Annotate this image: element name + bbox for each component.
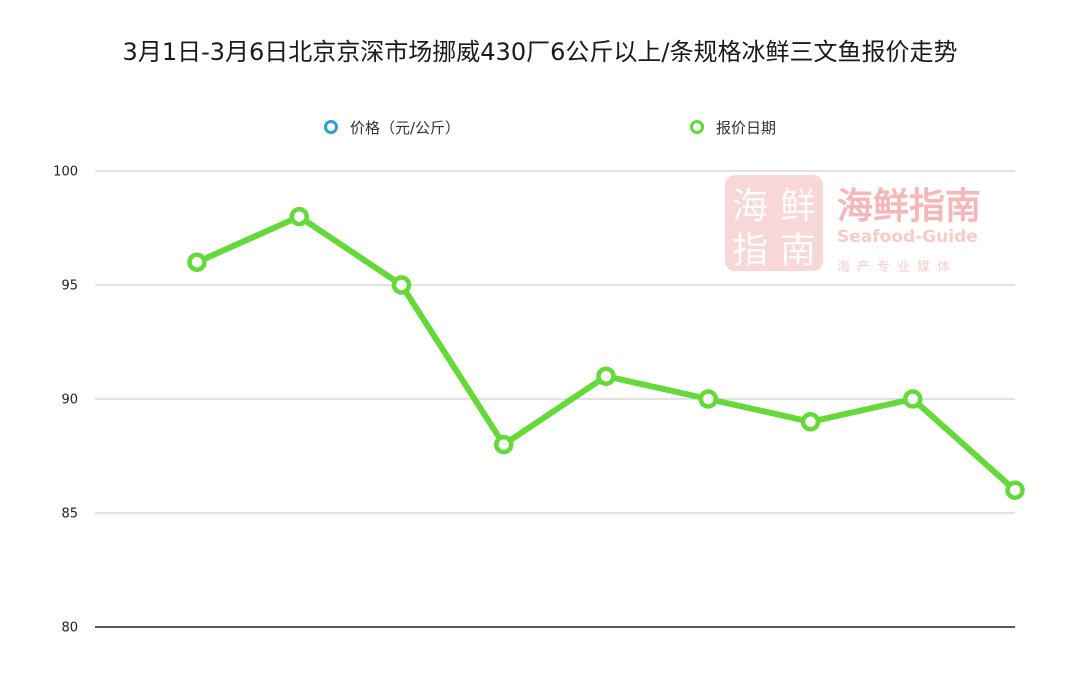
watermark-logo-seal: 海 鲜 指 南 bbox=[725, 175, 823, 271]
watermark-seal-char: 指 bbox=[732, 230, 768, 271]
data-point bbox=[698, 389, 718, 409]
data-point bbox=[1005, 480, 1025, 500]
chart-title: 3月1日-3月6日北京京深市场挪威430厂6公斤以上/条规格冰鲜三文鱼报价走势 bbox=[123, 38, 958, 66]
watermark: 海 鲜 指 南 海鲜指南 Seafood-Guide 海产专业媒体 bbox=[725, 175, 981, 275]
y-tick-label: 85 bbox=[61, 507, 78, 522]
series-line bbox=[194, 213, 1018, 494]
series-lines bbox=[194, 213, 1018, 494]
y-axis-tick-labels: 80 85 90 95 100 bbox=[53, 165, 78, 636]
data-point bbox=[187, 252, 207, 272]
grid-lines bbox=[95, 170, 1015, 628]
data-point bbox=[289, 206, 309, 227]
y-tick-label: 95 bbox=[61, 279, 78, 294]
legend-marker-date bbox=[690, 120, 704, 134]
series-points bbox=[187, 206, 1025, 500]
watermark-tagline: 海产专业媒体 bbox=[837, 260, 957, 275]
legend-label-price: 价格（元/公斤） bbox=[350, 119, 460, 137]
watermark-seal-char: 海 bbox=[732, 186, 768, 227]
legend-marker-price bbox=[324, 120, 338, 134]
watermark-name: 海鲜指南 bbox=[837, 186, 981, 227]
legend-label-date: 报价日期 bbox=[716, 119, 776, 137]
y-tick-label: 80 bbox=[61, 621, 78, 636]
data-point bbox=[596, 366, 616, 386]
watermark-seal-char: 南 bbox=[780, 230, 816, 271]
data-point bbox=[494, 434, 514, 455]
legend: 价格（元/公斤） 报价日期 bbox=[324, 119, 776, 137]
legend-item-price: 价格（元/公斤） bbox=[324, 119, 460, 137]
watermark-english: Seafood-Guide bbox=[837, 227, 978, 247]
data-point bbox=[800, 412, 821, 432]
data-point bbox=[903, 389, 923, 409]
watermark-seal-box bbox=[725, 175, 823, 271]
legend-item-date: 报价日期 bbox=[690, 119, 776, 137]
y-tick-label: 100 bbox=[53, 165, 78, 180]
data-point bbox=[391, 275, 412, 295]
watermark-seal-char: 鲜 bbox=[780, 186, 816, 227]
y-tick-label: 90 bbox=[61, 393, 78, 408]
